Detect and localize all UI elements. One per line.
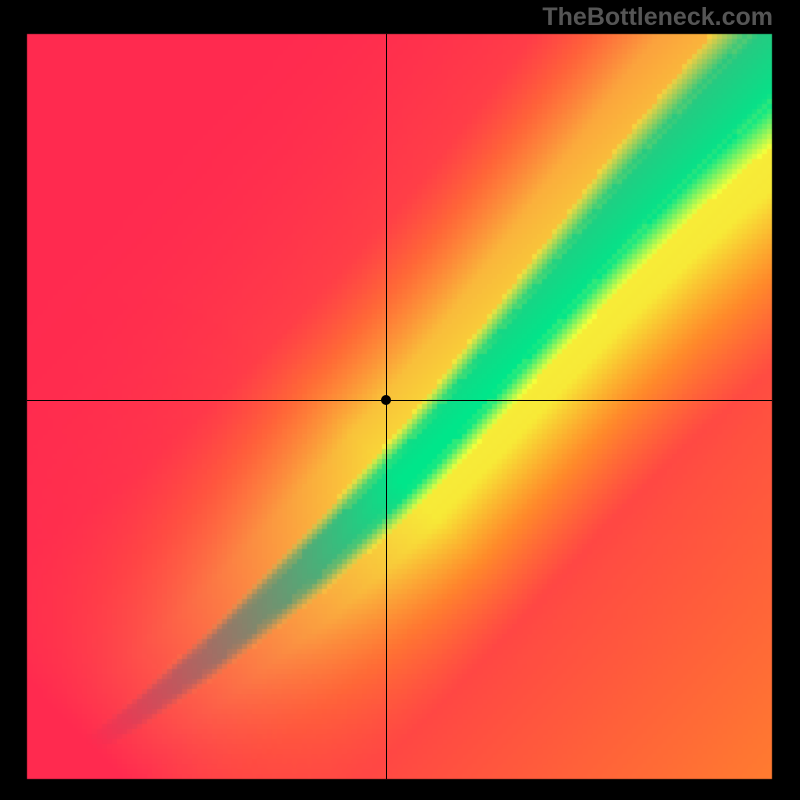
bottleneck-heatmap (0, 0, 800, 800)
chart-container: TheBottleneck.com (0, 0, 800, 800)
